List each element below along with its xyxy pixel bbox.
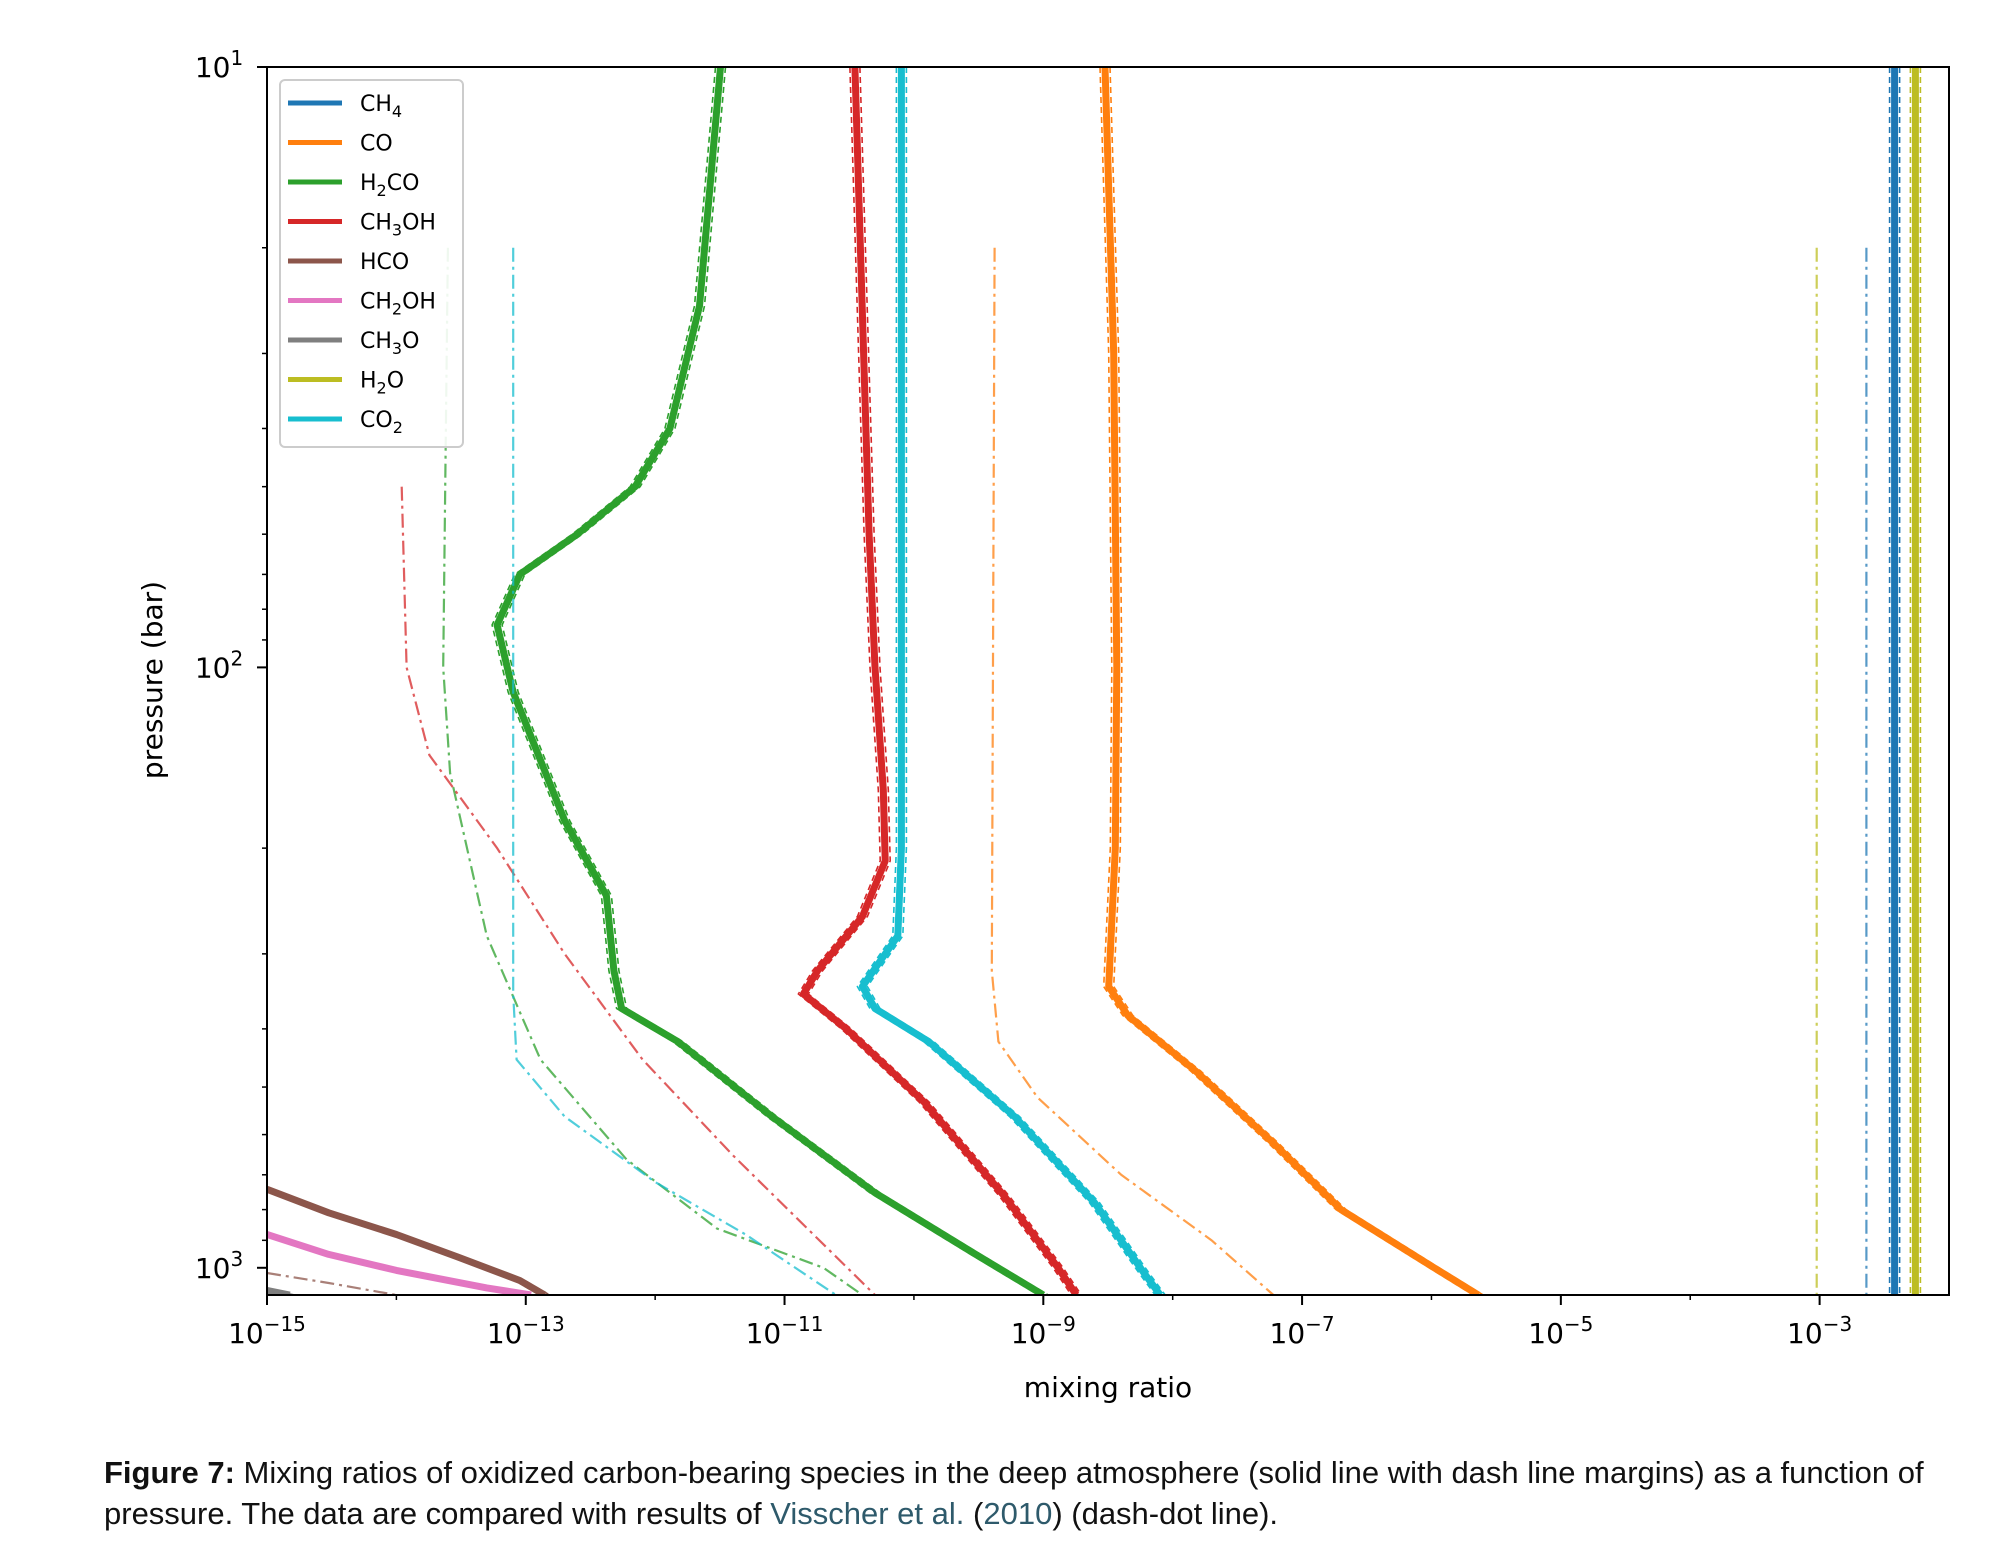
y-tick-label: 101	[195, 46, 243, 84]
series-layer	[267, 67, 1922, 1295]
figure-caption: Figure 7: Mixing ratios of oxidized carb…	[104, 1452, 1984, 1534]
reference-line	[990, 247, 1275, 1295]
series-co-reference	[990, 247, 1275, 1295]
series-margin-line	[856, 67, 1156, 1295]
series-ch4-model	[1888, 67, 1901, 1295]
citation-year[interactable]: 2010	[983, 1496, 1053, 1531]
x-axis-label: mixing ratio	[1024, 1371, 1192, 1404]
legend-frame	[279, 79, 464, 448]
y-tick-label: 102	[195, 646, 243, 684]
series-line	[267, 1186, 547, 1295]
series-line	[858, 67, 1164, 1295]
caption-text-end: (dash-dot line).	[1062, 1496, 1279, 1531]
x-tick-label: 10−5	[1528, 1312, 1593, 1350]
x-tick-label: 10−11	[746, 1312, 824, 1350]
legend-label: CO2	[360, 408, 403, 437]
series-h2o-model	[1909, 67, 1922, 1295]
legend-entry: CH2OH	[288, 290, 436, 319]
series-margin-line	[271, 1233, 537, 1295]
legend-entry: HCO	[288, 250, 409, 275]
series-ch3oh-reference	[400, 486, 876, 1295]
legend-entry: H2CO	[288, 171, 419, 200]
series-ch3o-model	[267, 1286, 295, 1295]
series-ch3o-reference	[267, 1271, 397, 1295]
legend-label: CH3O	[360, 329, 419, 358]
series-margin-line	[267, 1288, 295, 1295]
series-margin-line	[267, 1235, 527, 1295]
reference-line	[400, 486, 876, 1295]
series-line	[1101, 67, 1481, 1295]
series-line	[267, 1286, 291, 1295]
x-tick-label: 10−15	[228, 1312, 306, 1350]
citation-author[interactable]: Visscher et al.	[770, 1496, 965, 1531]
legend-label: CH3OH	[360, 211, 436, 240]
x-tick-label: 10−3	[1787, 1312, 1852, 1350]
series-margin-line	[866, 67, 1166, 1295]
legend-label: HCO	[360, 250, 409, 275]
series-hco-model	[267, 1186, 551, 1295]
legend: CH4 CO H2CO CH3OH HCO CH2OH CH3O H2O CO2	[279, 79, 464, 448]
x-tick-label: 10−7	[1270, 1312, 1335, 1350]
series-margin-line	[501, 67, 1049, 1295]
y-tick-label: 103	[195, 1247, 243, 1285]
series-margin-line	[267, 1190, 541, 1295]
citation-paren-close: )	[1052, 1496, 1063, 1531]
caption-label: Figure 7:	[104, 1455, 235, 1490]
series-margin-line	[491, 67, 1039, 1295]
series-co-model	[1099, 67, 1484, 1295]
series-margin-line	[807, 67, 1082, 1295]
caption-text: Mixing ratios of oxidized carbon-bearing…	[104, 1455, 1924, 1531]
chart: 10−15 10−13 10−11 10−9 10−7 10−5 10−3 101 102 103…	[136, 46, 1950, 1404]
series-margin-line	[271, 1188, 551, 1295]
legend-label: H2O	[360, 369, 404, 398]
legend-label: H2CO	[360, 171, 419, 200]
series-ch2oh-model	[267, 1231, 537, 1295]
series-margin-line	[1099, 67, 1474, 1295]
x-tick-label: 10−9	[1011, 1312, 1076, 1350]
y-axis-label: pressure (bar)	[136, 581, 169, 779]
series-line	[799, 67, 1080, 1295]
legend-entry: CH3O	[288, 329, 419, 358]
series-line	[267, 1231, 532, 1295]
x-tick-label: 10−13	[487, 1312, 565, 1350]
ticks-layer: 10−15 10−13 10−11 10−9 10−7 10−5 10−3 101 102 103	[195, 46, 1852, 1350]
series-margin-line	[797, 67, 1072, 1295]
legend-entry: CO	[288, 132, 393, 157]
legend-label: CH2OH	[360, 290, 436, 319]
legend-entry: CH3OH	[288, 211, 436, 240]
reference-line	[267, 1271, 397, 1295]
series-h2co-model	[491, 67, 1049, 1295]
series-co2-model	[856, 67, 1166, 1295]
series-margin-line	[267, 1290, 285, 1295]
legend-label: CO	[360, 132, 393, 157]
legend-label: CH4	[360, 92, 402, 121]
citation-paren-open: (	[964, 1496, 984, 1531]
plot-frame	[266, 66, 1950, 1296]
legend-entry: H2O	[288, 369, 404, 398]
legend-entry: CO2	[288, 408, 403, 437]
legend-entry: CH4	[288, 92, 402, 121]
series-ch3oh-model	[797, 67, 1082, 1295]
series-margin-line	[1109, 67, 1484, 1295]
series-line	[493, 67, 1046, 1295]
